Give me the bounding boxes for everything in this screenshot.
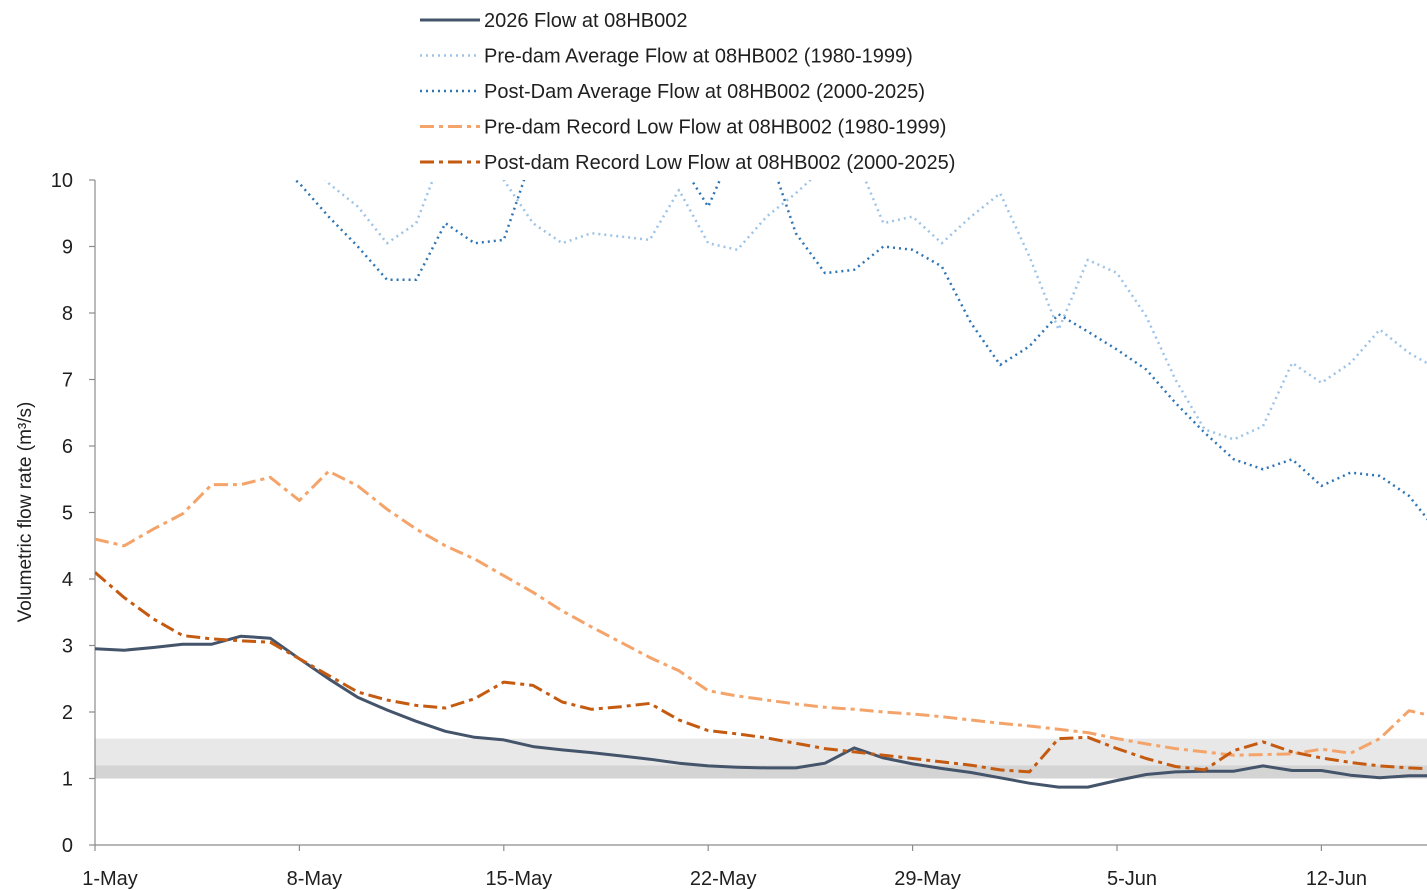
legend-entry-4: Pre-dam Record Low Flow at 08HB002 (1980… — [484, 117, 946, 139]
legend-entry-5: Post-dam Record Low Flow at 08HB002 (200… — [484, 152, 955, 174]
x-tick-label: 12-Jun — [1306, 868, 1367, 890]
series-line-2 — [324, 180, 1427, 441]
x-tick-label: 5-Jun — [1107, 868, 1157, 890]
y-tick-label: 7 — [62, 370, 73, 392]
x-tick-label: 22-May — [690, 868, 757, 890]
x-tick-label: 1-May — [82, 868, 138, 890]
series-line-4 — [95, 469, 1427, 757]
reference-band-0 — [95, 765, 1427, 779]
y-tick-label: 2 — [62, 702, 73, 724]
series-line-3 — [293, 180, 1427, 521]
series-line-5 — [95, 571, 1427, 774]
x-tick-label: 8-May — [287, 868, 343, 890]
legend: 2026 Flow at 08HB002 Pre-dam Average Flow… — [420, 10, 955, 174]
y-tick-label: 6 — [62, 436, 73, 458]
y-axis-title: Volumetric flow rate (m³/s) — [15, 402, 36, 623]
legend-entry-1: 2026 Flow at 08HB002 — [484, 10, 687, 32]
x-tick-label: 29-May — [894, 868, 961, 890]
y-tick-label: 9 — [62, 237, 73, 259]
legend-entry-3: Post-Dam Average Flow at 08HB002 (2000-2… — [484, 81, 925, 103]
series-lines — [95, 180, 1427, 789]
y-tick-label: 0 — [62, 835, 73, 857]
axes: 0 1 2 3 4 5 6 7 8 9 10 1-May 8-May 15-May 22-May 29-May… — [51, 170, 1427, 890]
y-tick-label: 4 — [62, 569, 73, 591]
y-tick-label: 1 — [62, 769, 73, 791]
y-tick-label: 5 — [62, 503, 73, 525]
y-tick-label: 8 — [62, 303, 73, 325]
series-line-1 — [95, 634, 1427, 789]
x-tick-label: 15-May — [485, 868, 552, 890]
reference-band-1 — [95, 738, 1427, 766]
y-tick-label: 3 — [62, 636, 73, 658]
legend-entry-2: Pre-dam Average Flow at 08HB002 (1980-19… — [484, 46, 913, 68]
y-tick-label: 10 — [51, 170, 73, 192]
